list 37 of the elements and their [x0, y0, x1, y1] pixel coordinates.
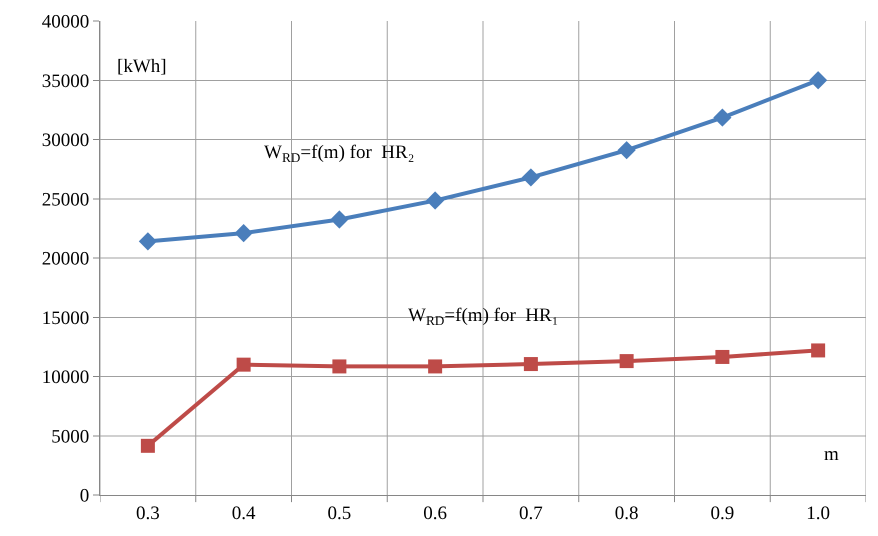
point [236, 358, 251, 372]
y-tick-label: 25000 [42, 189, 90, 210]
point [330, 210, 348, 229]
x-tick-label: 0.8 [614, 502, 639, 524]
point [234, 224, 253, 242]
y-tick-label: 10000 [42, 367, 90, 388]
y-tick-label: 0 [80, 486, 90, 507]
point [140, 438, 155, 453]
point [811, 343, 826, 358]
x-tick-label: 0.6 [423, 502, 448, 524]
point [426, 191, 444, 210]
point [715, 350, 730, 364]
series-label: W$_{RD}$=f(m) for HR₂ [264, 142, 414, 165]
y-tick-label: 15000 [42, 308, 90, 329]
y-axis-title: [kWh] [117, 56, 167, 77]
y-tick-label: 30000 [42, 130, 90, 152]
x-axis-title: m [824, 444, 839, 465]
point [809, 71, 828, 90]
x-tick-label: 0.3 [136, 502, 160, 524]
point [524, 357, 538, 372]
point [522, 168, 540, 187]
y-tick-label: 5000 [51, 426, 90, 448]
point [620, 354, 634, 368]
x-tick-label: 1.0 [806, 502, 830, 524]
y-tick-label: 40000 [42, 12, 90, 33]
y-tick-label: 20000 [42, 248, 90, 270]
x-tick-label: 0.7 [519, 502, 543, 524]
y-tick-label: 35000 [42, 70, 90, 92]
point [332, 359, 346, 374]
x-tick-label: 0.5 [328, 502, 352, 524]
series-label: W$_{RD}$=f(m) for HR₁ [408, 305, 558, 328]
x-tick-label: 0.9 [710, 502, 734, 524]
point [713, 108, 732, 127]
point [618, 141, 636, 160]
x-tick-label: 0.4 [232, 502, 256, 524]
point [428, 359, 442, 374]
point [138, 232, 157, 251]
